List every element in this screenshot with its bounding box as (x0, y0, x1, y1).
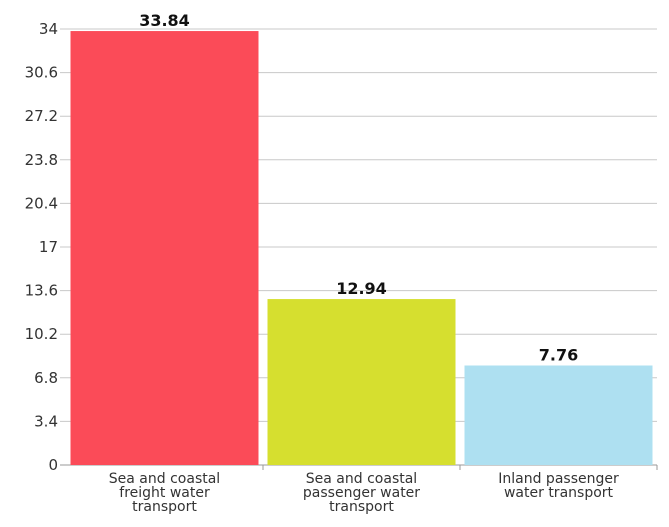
x-axis-categories: Sea and coastal freight water transport Sea… (109, 465, 658, 515)
y-tick-label: 0 (48, 456, 58, 474)
y-tick-label: 20.4 (25, 194, 58, 212)
y-tick-label: 3.4 (34, 412, 58, 430)
data-label: 33.84 (139, 11, 190, 30)
category-label: Sea and coastal passenger water transport (303, 471, 420, 515)
data-label: 7.76 (539, 345, 578, 364)
y-tick-label: 6.8 (34, 369, 58, 387)
y-tick-label: 27.2 (25, 107, 58, 125)
data-label: 12.94 (336, 279, 387, 298)
y-tick-label: 23.8 (25, 151, 58, 169)
y-tick-label: 34 (39, 20, 58, 38)
bar (70, 31, 259, 466)
category-label: Sea and coastal freight water transport (109, 471, 220, 515)
category-label: Inland passenger water transport (498, 471, 619, 501)
y-tick-label: 10.2 (25, 325, 58, 343)
y-tick-label: 13.6 (25, 282, 58, 300)
y-tick-label: 30.6 (25, 64, 58, 82)
y-axis-ticks: 0 3.4 6.8 10.2 13.6 17 20.4 23.8 27.2 30.6 34 (25, 20, 58, 474)
data-labels: 33.84 12.94 7.76 (139, 11, 578, 364)
bar (267, 299, 456, 465)
y-tick-label: 17 (39, 238, 58, 256)
bars (70, 31, 653, 466)
bar (464, 365, 653, 465)
